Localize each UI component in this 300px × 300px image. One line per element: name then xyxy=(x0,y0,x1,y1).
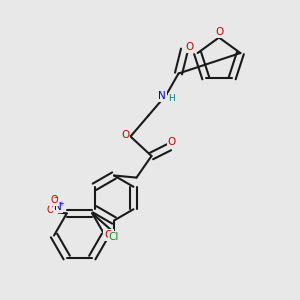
Text: O: O xyxy=(104,230,113,240)
Text: O: O xyxy=(121,130,129,140)
Text: N: N xyxy=(158,91,166,101)
Text: O: O xyxy=(215,27,223,37)
Text: O: O xyxy=(186,42,194,52)
Text: Cl: Cl xyxy=(109,232,119,242)
Text: O: O xyxy=(46,205,54,214)
Text: H: H xyxy=(169,94,175,103)
Text: O: O xyxy=(50,195,58,205)
Text: -: - xyxy=(54,192,57,202)
Text: N: N xyxy=(54,202,62,212)
Text: +: + xyxy=(59,200,64,206)
Text: O: O xyxy=(168,136,176,147)
